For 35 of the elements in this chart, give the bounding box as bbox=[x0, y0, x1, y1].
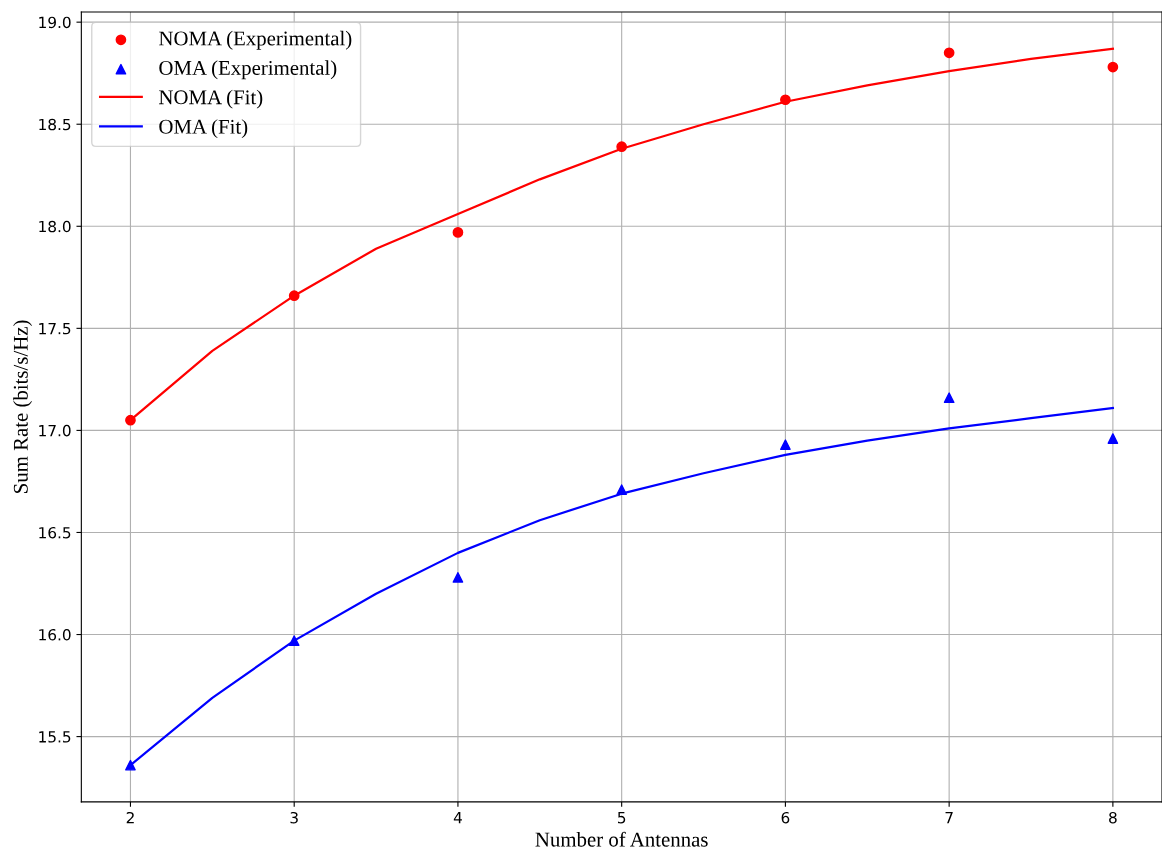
y-tick-label: 18.5 bbox=[39, 118, 71, 131]
x-tick-label: 6 bbox=[781, 811, 790, 824]
x-tick-label: 3 bbox=[290, 811, 298, 824]
point bbox=[943, 392, 955, 404]
y-tick-label: 16.0 bbox=[39, 628, 71, 641]
point bbox=[1107, 61, 1119, 73]
point bbox=[288, 290, 300, 302]
legend-label: OMA (Fit) bbox=[159, 119, 248, 139]
legend-label: NOMA (Experimental) bbox=[159, 30, 352, 50]
point bbox=[616, 141, 628, 153]
y-tick-label: 19.0 bbox=[39, 16, 71, 29]
y-tick-label: 17.0 bbox=[39, 424, 71, 437]
x-tick-label: 8 bbox=[1109, 811, 1117, 824]
point bbox=[616, 484, 628, 495]
point bbox=[1107, 433, 1119, 444]
x-tick-label: 5 bbox=[617, 812, 626, 824]
point bbox=[452, 572, 464, 583]
y-tick-label: 16.5 bbox=[39, 526, 71, 539]
point bbox=[125, 759, 136, 771]
y-tick-label: 17.5 bbox=[39, 323, 71, 335]
point bbox=[780, 439, 791, 451]
point bbox=[943, 47, 955, 59]
x-axis-title: Number of Antennas bbox=[535, 831, 708, 847]
y-tick-label: 18.0 bbox=[39, 220, 71, 233]
point bbox=[780, 94, 791, 106]
x-tick-label: 2 bbox=[126, 811, 134, 824]
x-tick-label: 7 bbox=[945, 812, 953, 824]
x-tick-label: 4 bbox=[453, 812, 462, 824]
point bbox=[288, 635, 300, 647]
y-tick-label: 15.5 bbox=[39, 731, 71, 743]
point bbox=[125, 414, 136, 426]
legend-label: NOMA (Fit) bbox=[159, 89, 263, 109]
legend-label: OMA (Experimental) bbox=[159, 60, 337, 80]
point bbox=[452, 227, 464, 238]
y-axis-title: Sum Rate (bits/s/Hz) bbox=[13, 320, 33, 493]
